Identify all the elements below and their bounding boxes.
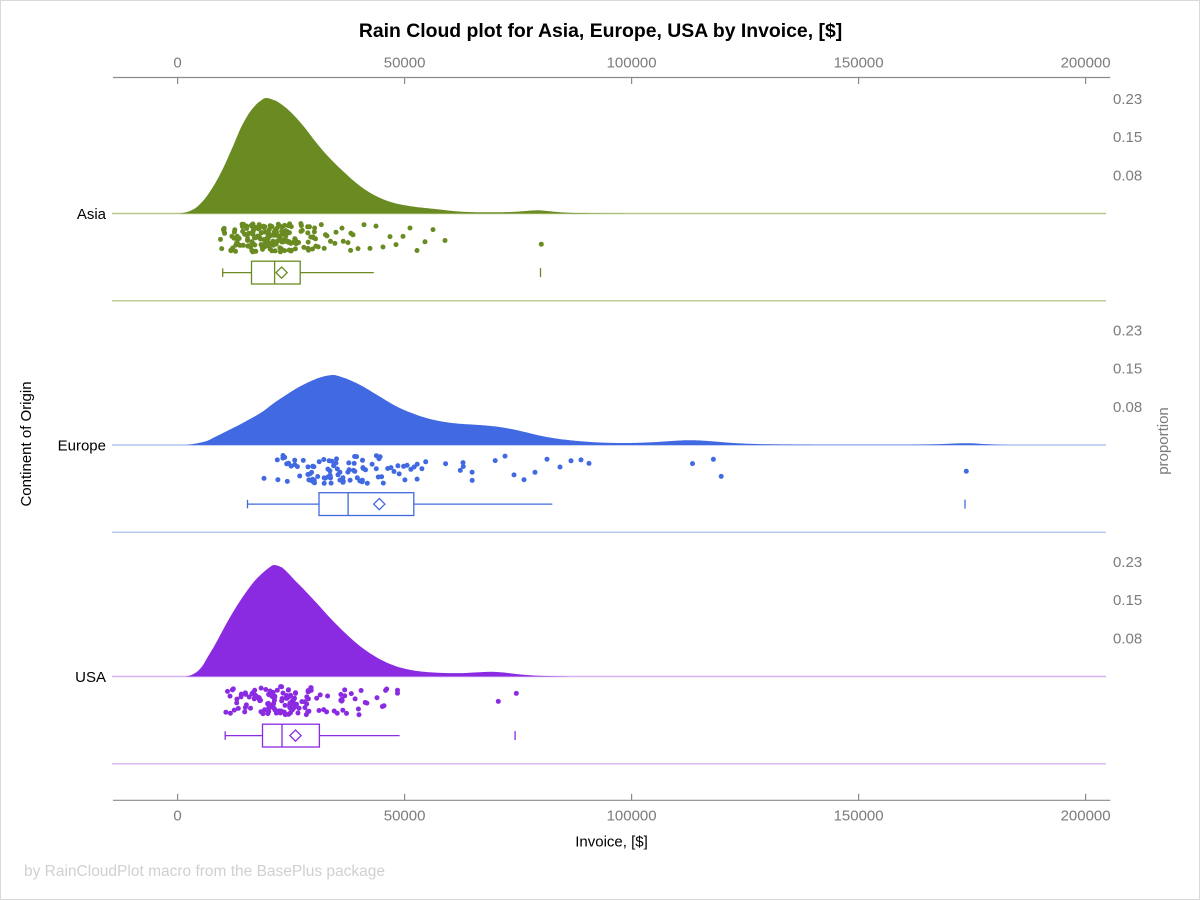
svg-text:0.23: 0.23 [1113, 554, 1142, 571]
svg-text:0.08: 0.08 [1113, 630, 1142, 647]
svg-text:100000: 100000 [607, 55, 657, 72]
svg-text:proportion: proportion [1155, 407, 1172, 475]
svg-text:0.15: 0.15 [1113, 129, 1142, 146]
svg-text:USA: USA [75, 669, 106, 686]
svg-text:Invoice, [$]: Invoice, [$] [575, 834, 648, 851]
svg-text:200000: 200000 [1061, 808, 1111, 825]
svg-text:100000: 100000 [607, 808, 657, 825]
svg-text:50000: 50000 [384, 808, 426, 825]
svg-text:200000: 200000 [1061, 55, 1111, 72]
svg-text:150000: 150000 [834, 808, 884, 825]
svg-text:0.15: 0.15 [1113, 361, 1142, 378]
svg-text:0.23: 0.23 [1113, 322, 1142, 339]
svg-text:0.15: 0.15 [1113, 592, 1142, 609]
svg-text:Asia: Asia [77, 206, 107, 223]
svg-text:0: 0 [173, 55, 181, 72]
svg-text:Rain Cloud plot for Asia, Euro: Rain Cloud plot for Asia, Europe, USA by… [359, 20, 842, 42]
svg-text:0: 0 [173, 808, 181, 825]
svg-text:0.08: 0.08 [1113, 167, 1142, 184]
svg-text:50000: 50000 [384, 55, 426, 72]
svg-text:Continent of Origin: Continent of Origin [18, 381, 35, 506]
svg-text:0.08: 0.08 [1113, 399, 1142, 416]
svg-text:by RainCloudPlot macro from th: by RainCloudPlot macro from the BasePlus… [24, 863, 385, 880]
svg-text:Europe: Europe [58, 437, 106, 454]
svg-text:150000: 150000 [834, 55, 884, 72]
svg-text:0.23: 0.23 [1113, 91, 1142, 108]
